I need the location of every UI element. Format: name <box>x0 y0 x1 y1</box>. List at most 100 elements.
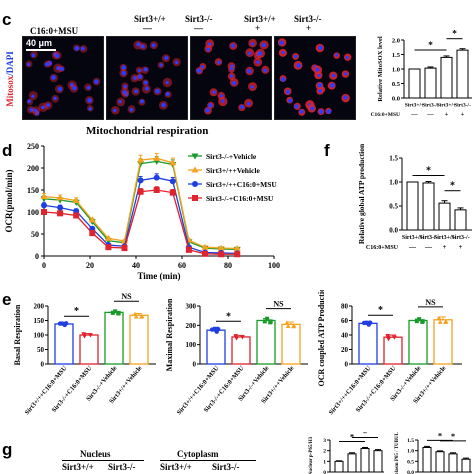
dapi-nucleus <box>220 94 224 98</box>
dapi-nucleus <box>155 88 160 94</box>
dapi-nucleus <box>29 107 34 112</box>
series-point <box>41 209 47 215</box>
legend-label: Sirt3-/-+C16:0+MSU <box>206 194 274 203</box>
series-point <box>104 234 112 241</box>
dapi-nucleus <box>121 70 127 76</box>
data-point <box>81 332 87 337</box>
category-label: Sirt3+/++C16:0+MSU <box>328 365 373 417</box>
significance-label: * <box>426 166 431 177</box>
micrograph-2 <box>106 36 188 120</box>
dapi-nucleus <box>122 90 127 95</box>
dapi-nucleus <box>239 104 244 109</box>
micrograph-1 <box>22 36 104 120</box>
dapi-nucleus <box>317 82 323 88</box>
dapi-nucleus <box>137 74 143 79</box>
y-tick-label: 50 <box>31 230 39 239</box>
bar <box>281 323 301 365</box>
category-label: Sirt3+/++C16:0+MSU <box>176 365 221 417</box>
y-axis-label: Relative global ATP production <box>357 143 366 244</box>
data-point <box>385 334 391 339</box>
y-tick-label: 0.0 <box>392 95 400 102</box>
x-tick-label: 40 <box>132 261 140 270</box>
c-bar-chart: 0.0 0.5 1.0 1.5 2.0 Relative MitoSOX level * * S… <box>371 30 472 118</box>
dapi-nucleus <box>87 98 92 103</box>
y-tick-label: 0.5 <box>407 459 414 465</box>
dapi-nucleus <box>250 85 254 89</box>
dapi-nucleus <box>140 99 145 104</box>
dapi-nucleus <box>137 68 141 73</box>
dapi-nucleus <box>165 80 169 85</box>
y-axis-label: Basal Respiration <box>13 304 22 365</box>
bar <box>422 446 432 473</box>
y-tick-label: 250 <box>27 142 39 151</box>
data-point <box>291 323 297 328</box>
dapi-nucleus <box>257 51 263 56</box>
dapi-nucleus <box>318 45 323 51</box>
series-point <box>201 243 209 250</box>
significance-label: * <box>350 432 354 441</box>
y-tick-label: 1 <box>323 459 326 465</box>
cytoplasm-genotype-2: Sirt3-/- <box>212 462 240 472</box>
series-point <box>56 194 64 201</box>
series-point <box>137 188 144 195</box>
series-point <box>40 193 48 200</box>
legend-label: Sirt3+/++C16:0+MSU <box>206 180 277 189</box>
dapi-nucleus <box>310 106 315 111</box>
dapi-nucleus <box>133 76 137 80</box>
data-point <box>262 319 267 324</box>
data-point <box>139 313 145 319</box>
series-point <box>169 178 176 185</box>
series-point <box>192 195 198 201</box>
dapi-nucleus <box>41 105 45 110</box>
data-point <box>133 314 139 319</box>
data-point <box>420 319 425 324</box>
category-label: Sirt3-/- <box>454 103 471 109</box>
y-tick-label: 150 <box>34 317 45 325</box>
dapi-nucleus <box>74 46 80 51</box>
y-tick-label: 200 <box>34 302 45 310</box>
series-point <box>191 153 199 160</box>
series-point <box>72 197 80 204</box>
micrograph-cells <box>277 38 352 116</box>
treatment-mark: + <box>459 243 463 251</box>
dapi-nucleus <box>55 53 60 58</box>
dapi-nucleus <box>88 107 92 111</box>
data-point <box>110 310 115 315</box>
dapi-nucleus <box>44 62 50 67</box>
series-point <box>169 189 176 196</box>
dapi-nucleus <box>151 43 156 48</box>
dapi-nucleus <box>56 66 61 71</box>
dapi-nucleus <box>331 73 336 78</box>
dapi-nucleus <box>118 99 122 104</box>
data-point <box>437 319 443 324</box>
bar <box>448 453 458 473</box>
treatment-mark: + <box>445 111 449 118</box>
panel-g-label: g <box>2 440 13 459</box>
category-label: Sirt3+/+ <box>434 235 456 241</box>
bar <box>231 336 251 365</box>
y-tick-label: 100 <box>34 331 45 339</box>
dapi-nucleus <box>143 80 148 85</box>
treatment-label: C16:0+MSU <box>366 245 399 251</box>
dapi-nucleus <box>221 99 225 103</box>
category-label: Sirt3-/- <box>422 103 439 109</box>
dapi-nucleus <box>294 104 299 109</box>
stain-label-dapi: /DAPI <box>5 51 15 76</box>
genotype-header-1: Sirt3+/+ <box>134 14 166 24</box>
scale-bar <box>26 49 56 51</box>
cytoplasm-underline <box>160 460 256 461</box>
y-tick-label: 100 <box>27 208 39 217</box>
series-point <box>57 204 64 211</box>
dapi-nucleus <box>217 60 221 65</box>
dapi-nucleus <box>285 89 291 94</box>
bar <box>383 336 403 365</box>
dapi-nucleus <box>144 86 149 91</box>
bar <box>358 322 378 365</box>
data-point <box>116 311 121 316</box>
bar <box>408 319 428 365</box>
data-point <box>216 326 221 332</box>
e3-bar-chart: 0 20 40 60 80 OCR coupled ATP Production * NS Si… <box>317 290 462 417</box>
micrograph-cells <box>25 44 101 117</box>
scale-bar-label: 40 μm <box>26 38 53 48</box>
nucleus-label: Nucleus <box>80 449 111 459</box>
